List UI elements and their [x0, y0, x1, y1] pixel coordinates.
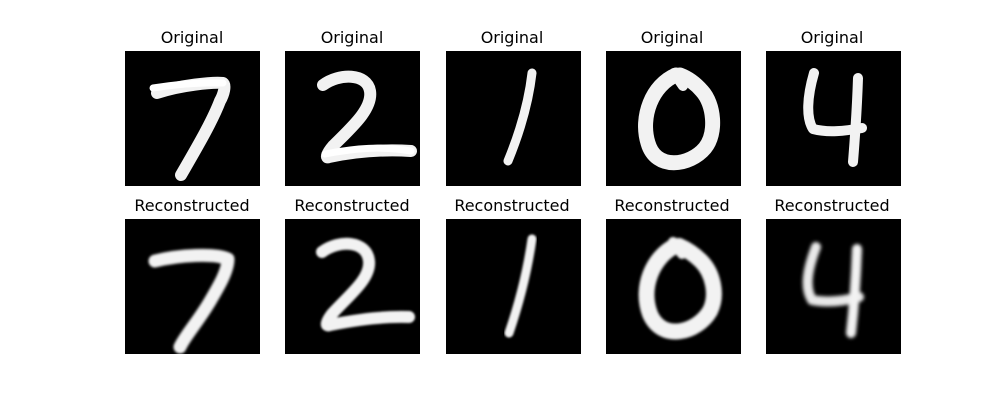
digit-2-original-svg	[285, 51, 420, 186]
digit-image-reconstructed-4	[766, 219, 901, 354]
digit-image-original-7	[125, 51, 260, 186]
panel-title-reconstructed-2: Reconstructed	[294, 196, 410, 215]
panel-title-original-1: Original	[160, 28, 224, 47]
digit-0-reconstructed-svg	[606, 219, 741, 354]
digit-image-reconstructed-2	[285, 219, 420, 354]
digit-image-original-2	[285, 51, 420, 186]
digit-image-reconstructed-7	[125, 219, 260, 354]
digit-image-original-0	[606, 51, 741, 186]
digit-1-original-svg	[446, 51, 581, 186]
digit-image-original-4	[766, 51, 901, 186]
panel-title-original-2: Original	[320, 28, 384, 47]
digit-0-original-svg	[606, 51, 741, 186]
digit-image-reconstructed-0	[606, 219, 741, 354]
panel-title-reconstructed-1: Reconstructed	[134, 196, 250, 215]
digit-4-reconstructed-svg	[766, 219, 901, 354]
digit-image-original-1	[446, 51, 581, 186]
panel-title-original-5: Original	[800, 28, 864, 47]
digit-1-reconstructed-svg	[446, 219, 581, 354]
panel-title-original-4: Original	[640, 28, 704, 47]
digit-4-original-svg	[766, 51, 901, 186]
panel-title-reconstructed-4: Reconstructed	[614, 196, 730, 215]
digit-7-reconstructed-svg	[125, 219, 260, 354]
digit-image-reconstructed-1	[446, 219, 581, 354]
digit-2-reconstructed-svg	[285, 219, 420, 354]
panel-title-reconstructed-3: Reconstructed	[454, 196, 570, 215]
digit-7-original-svg	[125, 51, 260, 186]
panel-title-original-3: Original	[480, 28, 544, 47]
panel-title-reconstructed-5: Reconstructed	[774, 196, 890, 215]
